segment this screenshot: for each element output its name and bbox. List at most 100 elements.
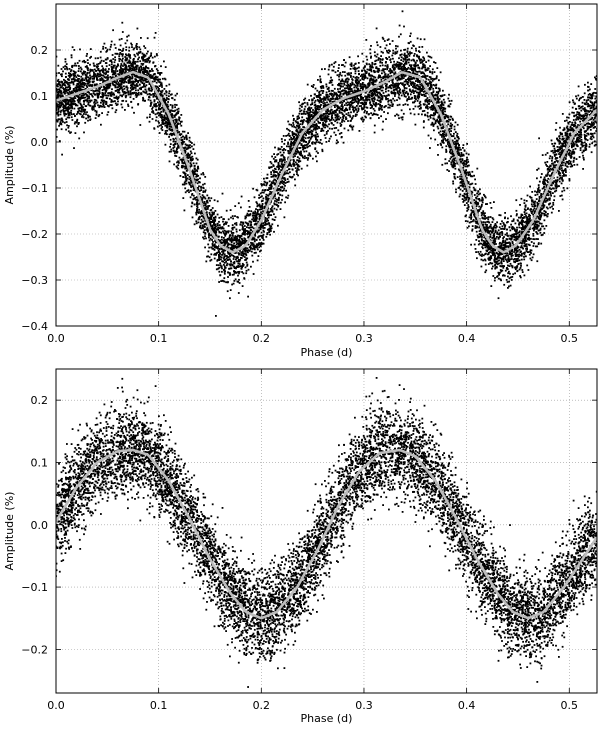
data-point bbox=[445, 145, 448, 148]
data-point bbox=[204, 190, 206, 193]
data-point bbox=[310, 132, 313, 134]
data-point bbox=[56, 128, 58, 131]
data-point bbox=[371, 75, 374, 77]
data-point bbox=[489, 233, 492, 236]
data-point bbox=[230, 246, 233, 249]
data-point bbox=[113, 43, 116, 46]
data-point bbox=[420, 76, 423, 78]
data-point bbox=[546, 207, 549, 210]
data-point bbox=[323, 119, 325, 122]
data-point bbox=[256, 259, 259, 262]
data-point bbox=[398, 90, 401, 93]
data-point bbox=[538, 180, 541, 183]
data-point bbox=[544, 194, 547, 197]
data-point bbox=[212, 221, 214, 223]
data-point bbox=[414, 69, 417, 71]
data-point bbox=[593, 117, 596, 120]
data-point bbox=[441, 141, 444, 144]
data-point bbox=[363, 66, 366, 69]
data-point bbox=[349, 93, 352, 96]
data-point bbox=[345, 108, 347, 110]
data-point bbox=[503, 228, 506, 230]
data-point bbox=[288, 138, 291, 141]
data-point bbox=[223, 244, 226, 247]
data-point bbox=[434, 109, 437, 112]
data-point bbox=[505, 279, 508, 281]
data-point bbox=[268, 230, 271, 233]
data-point bbox=[141, 70, 144, 73]
data-point bbox=[147, 57, 150, 60]
data-point bbox=[439, 133, 442, 136]
data-point bbox=[433, 78, 436, 80]
data-point bbox=[331, 112, 333, 115]
data-point bbox=[83, 82, 86, 84]
data-point bbox=[222, 257, 225, 260]
data-point bbox=[403, 52, 406, 55]
data-point bbox=[481, 235, 483, 238]
data-point bbox=[222, 220, 224, 223]
data-point bbox=[131, 43, 133, 46]
data-point bbox=[237, 292, 240, 294]
data-point bbox=[63, 88, 65, 91]
data-point bbox=[588, 96, 591, 99]
data-point bbox=[232, 261, 235, 264]
data-point bbox=[157, 108, 160, 111]
data-point bbox=[75, 84, 78, 87]
data-point bbox=[80, 85, 82, 88]
data-point bbox=[225, 257, 228, 260]
data-point bbox=[256, 246, 258, 249]
data-point bbox=[159, 81, 162, 84]
data-point bbox=[237, 274, 239, 277]
data-point bbox=[134, 87, 137, 89]
data-point bbox=[174, 122, 177, 125]
data-point bbox=[463, 204, 466, 206]
data-point bbox=[78, 137, 81, 140]
data-point bbox=[470, 212, 473, 215]
data-point bbox=[528, 239, 531, 241]
data-point bbox=[268, 227, 271, 230]
data-point bbox=[214, 227, 217, 229]
data-point bbox=[523, 216, 526, 218]
data-point bbox=[482, 221, 485, 223]
data-point bbox=[83, 99, 85, 102]
data-point bbox=[132, 92, 134, 95]
data-point bbox=[529, 228, 531, 230]
data-point bbox=[578, 107, 581, 110]
data-point bbox=[259, 243, 261, 246]
data-point bbox=[345, 78, 347, 81]
data-point bbox=[331, 117, 334, 119]
data-point bbox=[259, 227, 262, 229]
data-point bbox=[595, 105, 597, 108]
data-point bbox=[222, 250, 225, 253]
data-point bbox=[539, 228, 542, 231]
data-point bbox=[362, 78, 365, 81]
data-point bbox=[524, 239, 526, 242]
data-point bbox=[313, 134, 315, 137]
data-point bbox=[178, 131, 181, 133]
data-point bbox=[473, 215, 476, 218]
data-point bbox=[79, 110, 82, 113]
data-point bbox=[306, 146, 309, 149]
data-point bbox=[488, 230, 491, 233]
data-point bbox=[456, 132, 459, 135]
data-point bbox=[102, 47, 104, 50]
data-point bbox=[199, 224, 202, 227]
data-point bbox=[520, 242, 523, 245]
data-point bbox=[536, 245, 539, 248]
data-point bbox=[520, 219, 523, 222]
data-point bbox=[271, 218, 274, 221]
data-point bbox=[221, 238, 223, 241]
data-point bbox=[73, 147, 75, 149]
data-point bbox=[278, 167, 280, 170]
data-point bbox=[552, 169, 555, 171]
data-point bbox=[255, 201, 258, 203]
data-point bbox=[462, 169, 465, 172]
data-point bbox=[142, 98, 145, 100]
data-point bbox=[58, 103, 60, 106]
data-point bbox=[156, 125, 159, 128]
data-point bbox=[102, 69, 105, 71]
data-point bbox=[152, 93, 155, 96]
data-point bbox=[583, 114, 585, 117]
data-point bbox=[264, 221, 266, 223]
data-point bbox=[362, 120, 364, 123]
